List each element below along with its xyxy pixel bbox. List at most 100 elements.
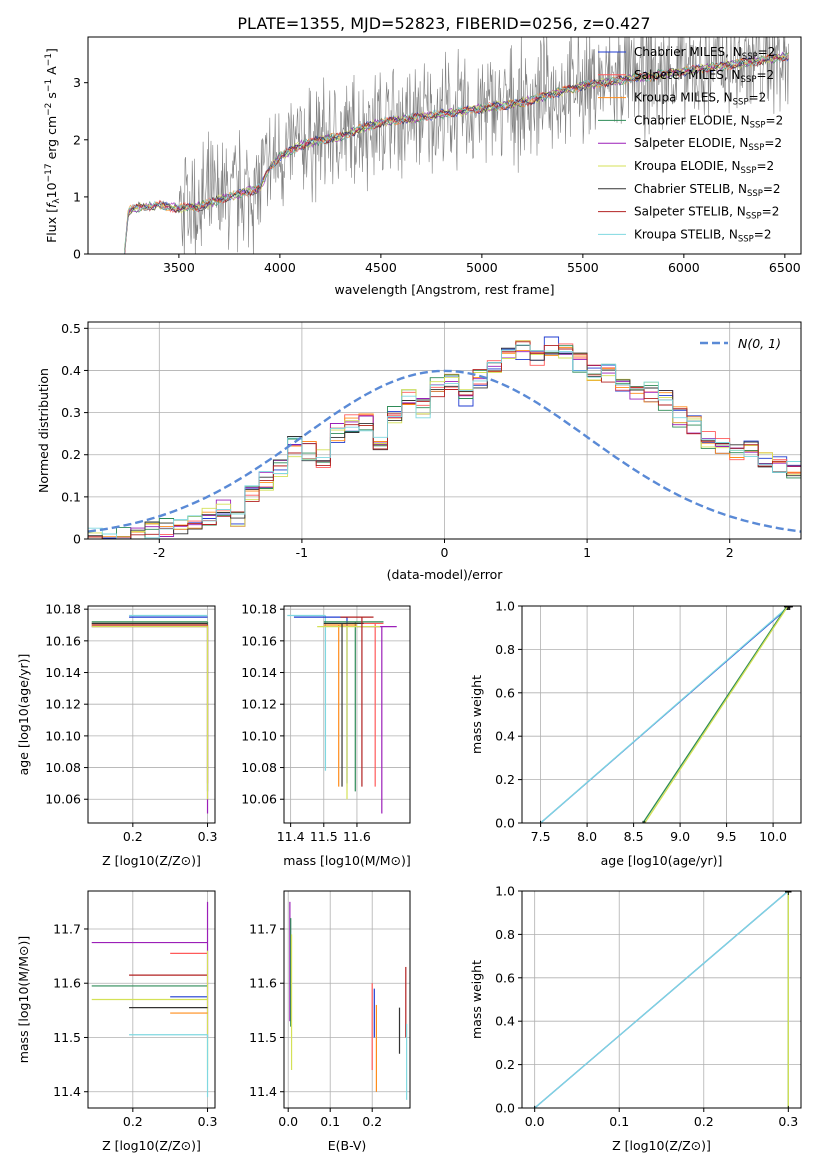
y-tick-label: 11.6 xyxy=(249,976,277,991)
y-axis-label: age [log10(age/yr)] xyxy=(16,654,31,776)
x-tick-label: 0.3 xyxy=(198,1114,218,1129)
x-tick-label: 3500 xyxy=(163,260,195,275)
x-tick-label: 9.0 xyxy=(670,829,690,844)
y-tick-label: 10.16 xyxy=(45,633,81,648)
data-point xyxy=(91,621,209,792)
model-spectrum xyxy=(124,53,789,254)
age-vs-mass-panel: 11.4 11.5 11.6 10.06 10.08 10.10 10.12 10.14 10.… xyxy=(241,602,411,868)
y-tick-label: 0.6 xyxy=(495,970,515,985)
data-marker: + xyxy=(786,602,794,613)
series-line xyxy=(534,891,789,1108)
x-tick-label: 9.5 xyxy=(717,829,737,844)
legend-entry: Salpeter STELIB, NSSP=2 xyxy=(634,205,779,222)
x-tick-label: 0.3 xyxy=(198,829,218,844)
y-tick-label: 0.2 xyxy=(495,772,515,787)
y-tick-label: 11.7 xyxy=(249,921,277,936)
data-point xyxy=(91,950,209,1071)
data-marker: + xyxy=(784,602,792,613)
y-tick-label: 0.4 xyxy=(495,729,515,744)
spectrum-panel: 3500 4000 4500 5000 5500 6000 6500 0 1 2 3 waveleng… xyxy=(44,36,802,297)
x-axis-label: E(B-V) xyxy=(328,1138,367,1153)
y-tick-label: 10.12 xyxy=(45,697,81,712)
y-tick-label: 0.5 xyxy=(61,321,81,336)
x-tick-label: 6500 xyxy=(769,260,801,275)
y-tick-label: 0.4 xyxy=(61,363,81,378)
mass-weight-vs-z-panel: ++++++++0.0 0.1 0.2 0.30.00.20.40.60.81.0Z … xyxy=(469,884,802,1153)
normal-legend-label: N(0, 1) xyxy=(738,336,781,351)
age-vs-mass-frame xyxy=(283,605,411,824)
data-point xyxy=(91,625,209,814)
data-point xyxy=(91,625,209,800)
mass-vs-ebv-plot-area xyxy=(289,901,408,1100)
data-point xyxy=(287,614,327,771)
y-tick-label: 0 xyxy=(73,532,81,547)
y-tick-label: 10.08 xyxy=(45,760,81,775)
x-tick-label: 0.0 xyxy=(525,1114,545,1129)
y-tick-label: 10.18 xyxy=(45,602,81,617)
x-tick-label: 0.3 xyxy=(778,1114,798,1129)
data-marker: + xyxy=(641,819,649,830)
y-tick-label: 0.8 xyxy=(495,642,515,657)
spectrum-plot-area xyxy=(124,37,789,254)
x-tick-label: 11.4 xyxy=(277,829,305,844)
y-tick-label: 10.08 xyxy=(241,760,277,775)
normal-curve xyxy=(88,369,801,533)
x-tick-label: 0.2 xyxy=(123,1114,143,1129)
age-vs-mass-plot-area xyxy=(287,614,397,814)
y-axis-label: Flux [fλ10−17 erg cm−2 s−1 A−1] xyxy=(44,48,62,243)
legend-entry: Chabrier MILES, NSSP=2 xyxy=(634,45,775,62)
y-tick-label: 1.0 xyxy=(495,884,515,899)
x-tick-label: 1 xyxy=(583,545,591,560)
y-tick-label: 11.6 xyxy=(53,976,81,991)
y-axis-label: mass [log10(M/M⊙)] xyxy=(16,936,31,1064)
y-tick-label: 10.10 xyxy=(45,728,81,743)
mass-weight-vs-age-plot-area: ++++++++ xyxy=(536,602,794,830)
data-marker: + xyxy=(784,1104,792,1115)
y-tick-label: 0.2 xyxy=(61,447,81,462)
y-axis-label: mass weight xyxy=(469,675,484,754)
mass-vs-z-frame xyxy=(87,890,216,1109)
y-tick-label: 10.14 xyxy=(241,665,277,680)
x-tick-label: -2 xyxy=(153,545,165,560)
mass-weight-vs-z-frame xyxy=(521,890,802,1109)
x-tick-label: 0 xyxy=(441,545,449,560)
x-tick-label: 11.6 xyxy=(343,829,371,844)
model-spectrum xyxy=(124,53,789,254)
y-tick-label: 10.06 xyxy=(45,792,81,807)
x-tick-label: 8.5 xyxy=(624,829,644,844)
data-point xyxy=(347,622,384,787)
data-point xyxy=(317,625,381,800)
y-tick-label: 0.1 xyxy=(61,489,81,504)
data-point xyxy=(340,616,374,787)
y-tick-label: 10.12 xyxy=(241,697,277,712)
x-axis-label: mass [log10(M/M⊙)] xyxy=(283,853,411,868)
data-marker: + xyxy=(639,819,647,830)
mass-vs-ebv-frame xyxy=(283,890,411,1109)
mass-vs-z-panel: 0.2 0.3 11.4 11.5 11.6 11.7 Z [log10(Z/Z⊙)] mas… xyxy=(16,890,218,1153)
data-marker: + xyxy=(536,819,544,830)
data-marker: + xyxy=(536,819,544,830)
x-axis-label: age [log10(age/yr)] xyxy=(601,853,723,868)
data-marker: + xyxy=(530,1104,538,1115)
age-vs-z-plot-area xyxy=(91,614,209,814)
y-tick-label: 11.5 xyxy=(53,1030,81,1045)
x-tick-label: 8.0 xyxy=(577,829,597,844)
age-vs-z-panel: 0.2 0.3 10.06 10.08 10.10 10.12 10.14 10.16 10.1… xyxy=(16,602,217,868)
y-tick-label: 0.8 xyxy=(495,927,515,942)
y-tick-label: 2 xyxy=(73,132,81,147)
mass-weight-vs-age-panel: ++++++++7.5 8.0 8.5 9.0 9.5 10.00.00.20.40.60… xyxy=(469,599,802,868)
y-tick-label: 10.10 xyxy=(241,728,277,743)
y-tick-label: 0.4 xyxy=(495,1014,515,1029)
mass-weight-vs-z-plot-area: ++++++++ xyxy=(530,891,793,1115)
y-tick-label: 0.0 xyxy=(495,816,515,831)
y-tick-label: 10.16 xyxy=(241,633,277,648)
series-line xyxy=(540,606,790,823)
y-axis-label: mass weight xyxy=(469,960,484,1039)
x-tick-label: 0.2 xyxy=(123,829,143,844)
age-vs-z-frame xyxy=(87,605,216,824)
data-marker: + xyxy=(785,602,793,613)
y-tick-label: 11.7 xyxy=(53,921,81,936)
y-tick-label: 10.18 xyxy=(241,602,277,617)
x-tick-label: 0.1 xyxy=(609,1114,629,1129)
